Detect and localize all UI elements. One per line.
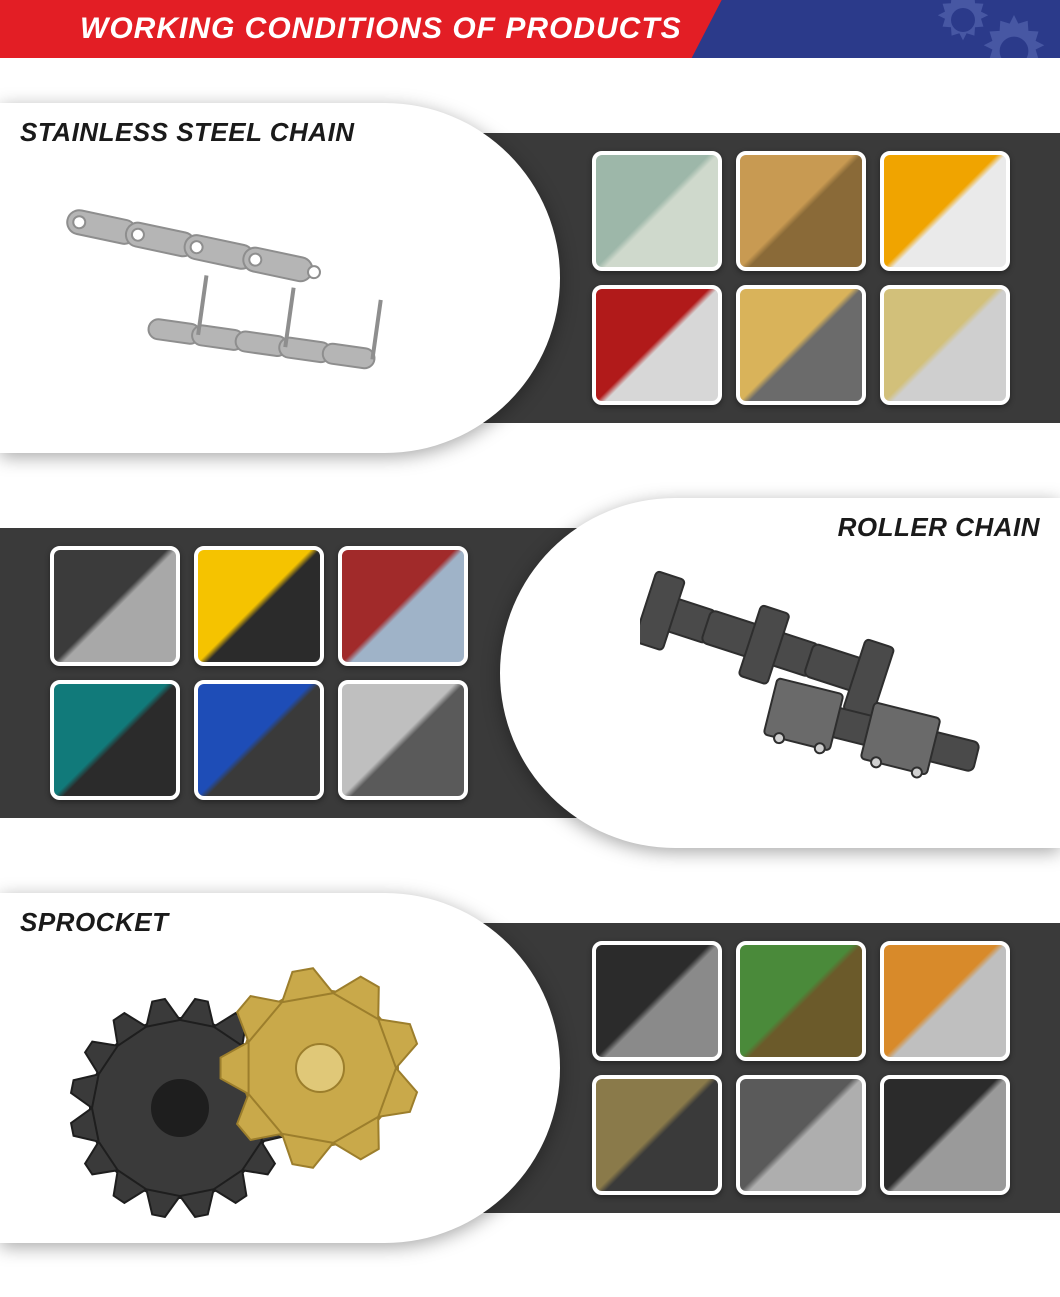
section-title: STAINLESS STEEL CHAIN xyxy=(20,117,480,148)
product-bubble: SPROCKET xyxy=(0,893,560,1243)
header-banner: WORKING CONDITIONS OF PRODUCTS xyxy=(0,0,1060,58)
thumb-grid xyxy=(50,546,468,800)
thumb-potato-sticks-fryer xyxy=(736,285,866,405)
page-title: WORKING CONDITIONS OF PRODUCTS xyxy=(80,12,682,46)
thumb-food-washing-line xyxy=(592,151,722,271)
product-image-sprockets xyxy=(20,946,480,1229)
thumb-roller-chain-mesh xyxy=(50,546,180,666)
thumb-engine-timing-chain xyxy=(736,1075,866,1195)
thumb-red-fruit-washing xyxy=(592,285,722,405)
gear-icon xyxy=(978,15,1050,58)
section-stainless: STAINLESS STEEL CHAIN xyxy=(0,103,1060,453)
thumb-agricultural-harvester xyxy=(736,941,866,1061)
thumb-escalator-chain xyxy=(592,1075,722,1195)
product-image-stainless-chain xyxy=(20,156,480,439)
thumb-biscuit-baking-line xyxy=(880,285,1010,405)
header-gears xyxy=(933,0,1050,58)
thumb-grid xyxy=(592,941,1010,1195)
thumb-teal-industrial-machine xyxy=(50,680,180,800)
thumb-motor-drive-assembly xyxy=(880,1075,1010,1195)
product-image-roller-chain xyxy=(640,551,1040,834)
section-sprocket: SPROCKET xyxy=(0,893,1060,1243)
section-title: SPROCKET xyxy=(20,907,480,938)
header-accent: WORKING CONDITIONS OF PRODUCTS xyxy=(0,0,722,58)
section-roller: ROLLER CHAIN xyxy=(0,498,1060,848)
thumb-container-port-cranes xyxy=(338,546,468,666)
thumb-yellow-safety-conveyor xyxy=(194,546,324,666)
thumb-bread-slices-conveyor xyxy=(736,151,866,271)
section-title: ROLLER CHAIN xyxy=(838,512,1040,543)
product-bubble: STAINLESS STEEL CHAIN xyxy=(0,103,560,453)
thumb-packaging-feed xyxy=(880,941,1010,1061)
thumb-blue-rotor-machine xyxy=(194,680,324,800)
thumb-grid xyxy=(592,151,1010,405)
product-bubble: ROLLER CHAIN xyxy=(500,498,1060,848)
thumb-bicycle-crank-sprocket xyxy=(592,941,722,1061)
thumb-oranges-sorting-line xyxy=(880,151,1010,271)
thumb-packaging-line xyxy=(338,680,468,800)
